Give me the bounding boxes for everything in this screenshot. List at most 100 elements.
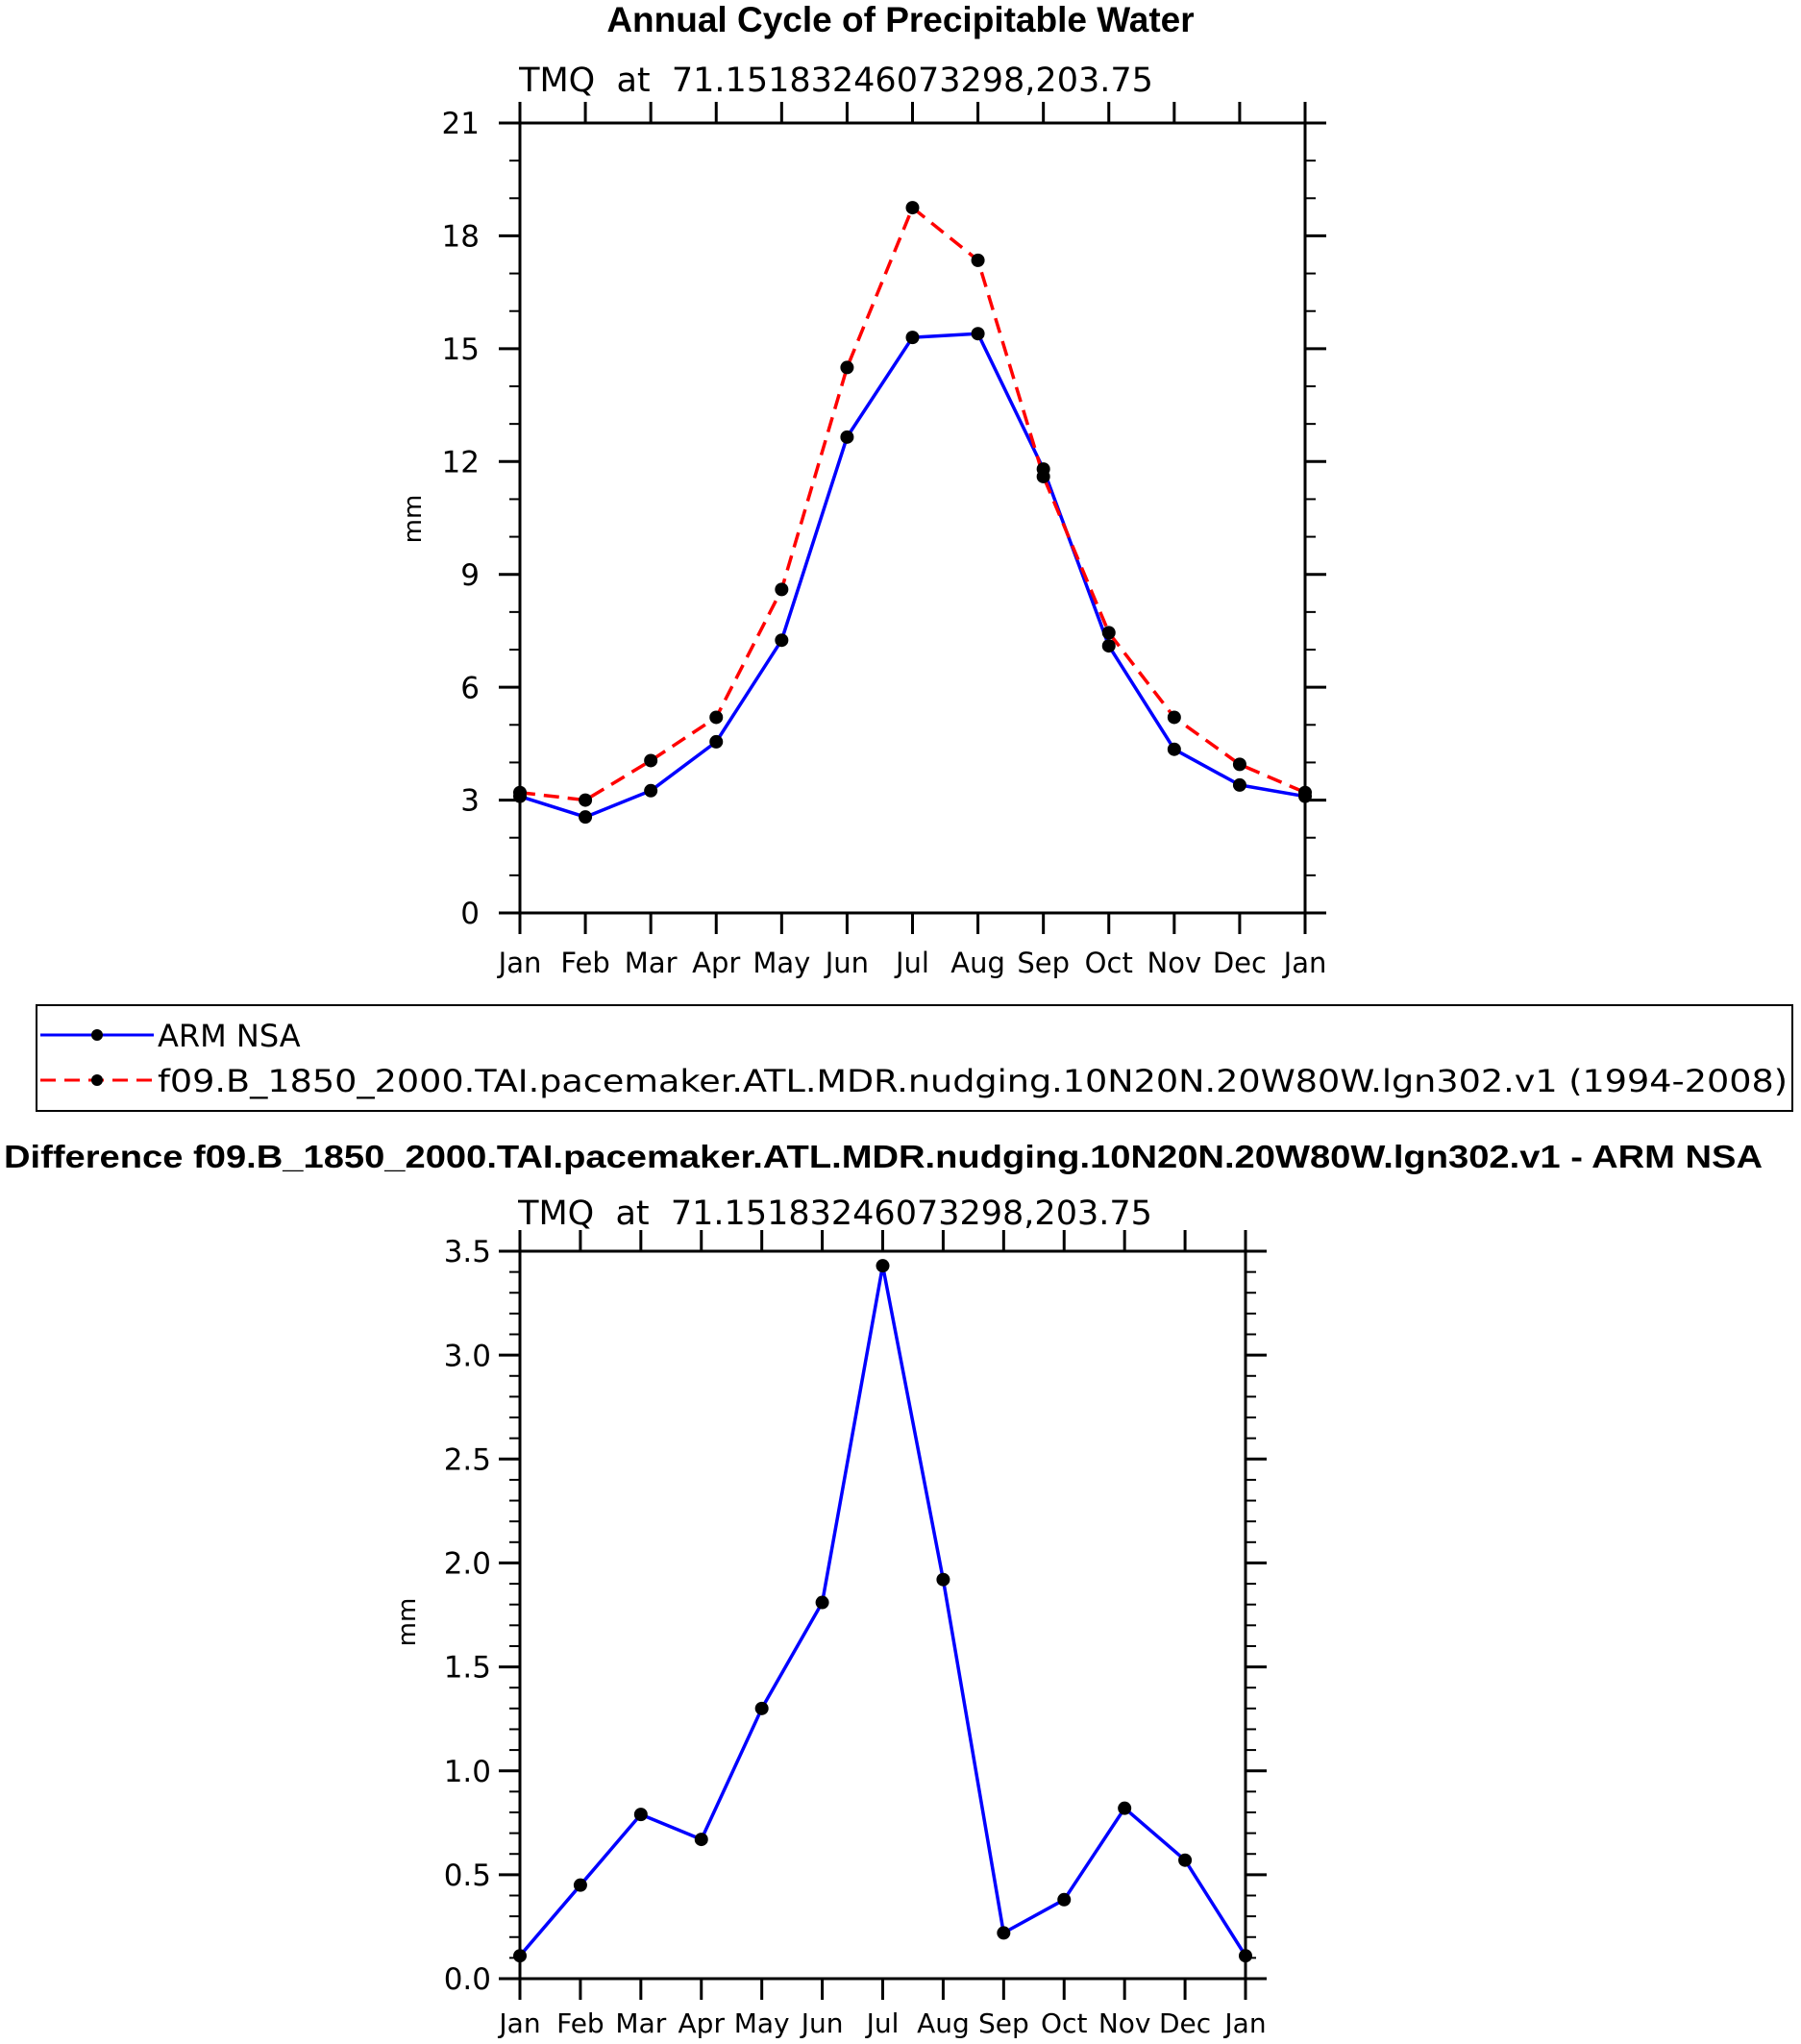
chart1-series-0-point [579,810,593,825]
chart1-x-tick-label: Nov [1147,947,1202,979]
chart1-y-tick-label: 12 [442,445,480,480]
chart1-series-0-point [905,331,920,345]
chart1-series-1-point [905,201,920,215]
chart1-y-tick-label: 0 [460,897,480,931]
chart2-series-0-point [1118,1801,1132,1815]
chart1-series-1-point [513,785,527,800]
chart1-series-0-point [840,430,854,444]
chart1-series-0-point [971,327,985,341]
chart2-series-0-point [876,1259,890,1273]
chart1-x-tick-label: Jan [497,947,542,979]
chart1-series-1-point [971,253,985,267]
chart1-x-tick-label: Jun [824,947,869,979]
chart1-x-tick-label: Aug [950,947,1005,979]
chart1-series-1-point [1232,757,1246,772]
chart2-series-0-line [518,1264,1247,1958]
chart1-series-1-point [1167,710,1181,725]
chart1-x-tick-label: Sep [1017,947,1070,979]
chart1-series-0-point [775,633,789,648]
legend-label-model: f09.B_1850_2000.TAI.pacemaker.ATL.MDR.nu… [158,1063,1788,1099]
chart2-series-0-point [573,1878,587,1892]
chart2-series-0-point [1178,1853,1193,1867]
chart1-series-1-point [840,360,854,375]
chart1-series-0-point [1101,639,1116,653]
chart2-x-tick-label: Nov [1098,2007,1151,2039]
legend: ARM NSA f09.B_1850_2000.TAI.pacemaker.AT… [36,1004,1793,1112]
chart2-x-tick-label: Feb [556,2007,604,2039]
chart1-title: Annual Cycle of Precipitable Water [606,0,1194,39]
chart2-plot-frame [518,1249,1247,1981]
chart2-y-tick-label: 1.0 [444,1755,491,1789]
chart2-series [513,1259,1252,1963]
chart1-ticks: Jan Feb Mar Apr May Jun Jul Aug Sep Oct Nov Dec Jan 0… [442,102,1327,979]
chart1-y-tick-label: 3 [460,784,480,819]
chart1-series-1-line [519,206,1306,802]
chart2-x-tick-label: Dec [1159,2007,1211,2039]
chart1-x-tick-label: Feb [560,947,609,979]
legend-marker-arm-nsa [91,1029,103,1041]
chart1-x-tick-label: May [752,947,810,979]
chart1-x-tick-label: Oct [1085,947,1133,979]
chart1-x-tick-label: Mar [625,947,678,979]
chart2-series-0-point [1057,1892,1072,1907]
chart1-y-tick-label: 15 [442,332,480,367]
chart2-series-0-point [936,1572,950,1587]
chart2-series-0-point [997,1926,1011,1940]
chart2-series-0-point [513,1949,527,1963]
chart2-x-tick-label: Oct [1041,2007,1087,2039]
chart1-x-tick-label: Jan [1282,947,1327,979]
chart1-y-tick-label: 18 [442,220,480,255]
chart2-x-tick-label: Jan [497,2007,540,2039]
chart1-series-0-point [709,734,724,749]
chart2-y-tick-label: 3.5 [444,1235,491,1269]
chart2-y-tick-label: 1.5 [444,1651,491,1686]
legend-box [36,1004,1793,1112]
chart2-x-tick-label: Sep [978,2007,1029,2039]
chart1-series-1-point [1036,469,1050,483]
chart1-x-tick-label: Dec [1213,947,1267,979]
chart2-x-tick-label: Jan [1222,2007,1266,2039]
chart2-series-0-point [633,1808,648,1822]
chart2-subtitle: TMQ at 71.15183246073298,203.75 [517,1194,1152,1233]
chart1-series-0-line [519,332,1306,819]
chart2-series-0-point [1239,1949,1252,1963]
chart1-subtitle: TMQ at 71.15183246073298,203.75 [518,62,1153,100]
chart1-series-1-point [775,582,789,597]
chart1-series-1-point [644,753,658,768]
chart1-series [513,201,1312,825]
chart1-y-tick-label: 6 [460,671,480,705]
chart2-ticks: Jan Feb Mar Apr May Jun Jul Aug Sep Oct Nov Dec Jan0… [444,1230,1267,2039]
chart1-y-tick-label: 9 [460,558,480,593]
chart2-title: Difference f09.B_1850_2000.TAI.pacemaker… [4,1139,1763,1174]
chart1-x-tick-label: Jul [894,947,929,979]
chart1-x-tick-label: Apr [692,947,740,979]
chart1-series-0-point [1232,777,1246,792]
difference-chart: Difference f09.B_1850_2000.TAI.pacemaker… [4,1139,1763,2039]
chart1-series-1-point [709,710,724,725]
chart2-x-tick-label: Mar [615,2007,666,2039]
chart2-x-tick-label: Aug [917,2007,970,2039]
chart2-x-tick-label: Jul [865,2007,900,2039]
legend-label-arm-nsa: ARM NSA [158,1018,301,1054]
chart2-y-tick-label: 0.0 [444,1962,491,1997]
chart1-y-axis-label: mm [399,495,428,544]
chart1-series-0-point [1167,742,1181,756]
chart1-series-1-point [1101,626,1116,640]
chart1-series-1-point [1298,785,1312,800]
chart2-y-tick-label: 2.0 [444,1547,491,1582]
annual-cycle-chart: Annual Cycle of Precipitable Water TMQ a… [399,0,1326,979]
chart2-y-tick-label: 0.5 [444,1859,491,1893]
chart2-series-0-point [754,1701,769,1715]
chart2-y-tick-label: 3.0 [444,1339,491,1373]
chart1-series-1-point [579,793,593,807]
chart2-y-tick-label: 2.5 [444,1442,491,1477]
chart2-y-axis-label: mm [393,1598,422,1647]
chart2-x-tick-label: Apr [678,2007,726,2039]
legend-marker-model [91,1074,103,1086]
chart2-x-tick-label: May [734,2007,790,2039]
chart2-series-0-point [694,1833,708,1847]
chart2-x-tick-label: Jun [800,2007,844,2039]
chart1-series-0-point [644,783,658,798]
chart1-y-tick-label: 21 [442,107,480,141]
